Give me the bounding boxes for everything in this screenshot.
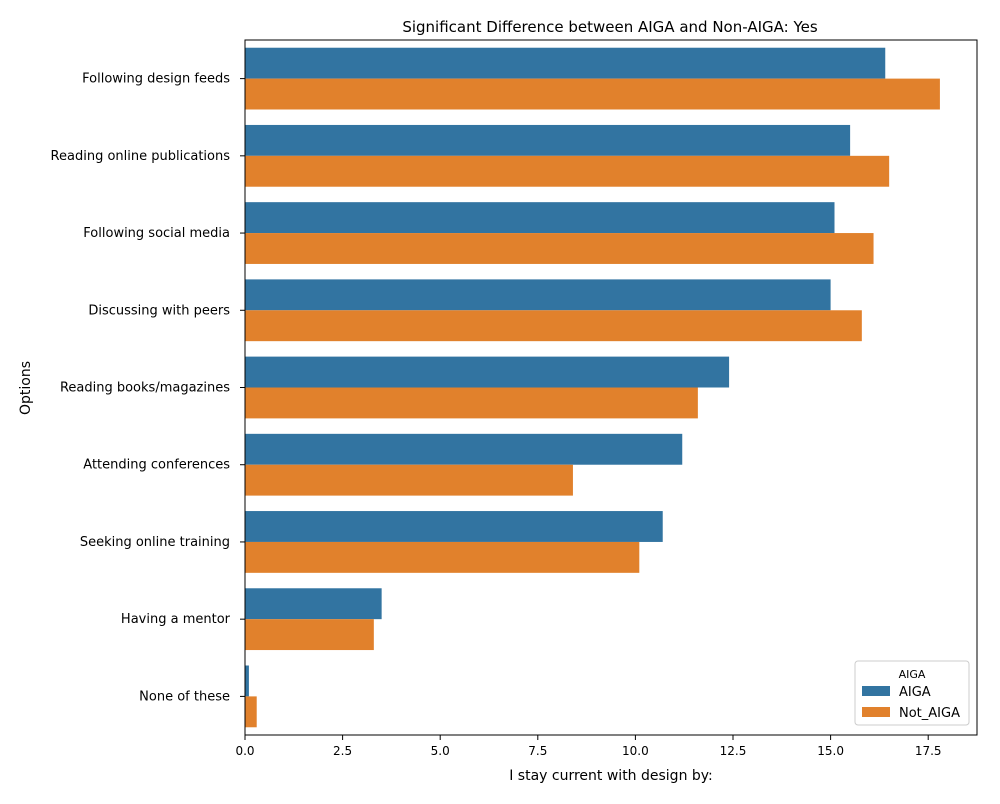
bar-aiga (245, 124, 851, 156)
legend-label: Not_AIGA (899, 706, 960, 721)
bar-aiga (245, 279, 831, 311)
chart-title: Significant Difference between AIGA and … (402, 18, 817, 36)
y-axis-ticks: Following design feeds Reading online pub… (51, 72, 245, 704)
bar-not-aiga (245, 233, 874, 264)
legend: AIGA AIGA Not_AIGA (854, 660, 970, 726)
y-tick-label: Seeking online training (80, 535, 230, 550)
y-tick-label: None of these (139, 689, 230, 704)
y-tick-label: Following design feeds (82, 72, 230, 87)
bar-not-aiga (245, 310, 862, 342)
bar-aiga (245, 47, 886, 79)
bar-aiga (245, 356, 730, 388)
x-tick-label: 17.5 (915, 744, 942, 758)
bar-aiga (245, 202, 835, 234)
bars-layer (245, 47, 940, 728)
x-tick-label: 15.0 (817, 744, 844, 758)
x-tick-label: 12.5 (720, 744, 747, 758)
bar-aiga (245, 511, 663, 542)
x-tick-label: 7.5 (528, 744, 547, 758)
y-tick-label: Reading online publications (51, 149, 231, 164)
y-tick-label: Following social media (83, 226, 230, 241)
bar-not-aiga (245, 541, 640, 573)
bar-not-aiga (245, 464, 573, 496)
y-tick-label: Attending conferences (83, 458, 230, 473)
y-tick-label: Reading books/magazines (60, 381, 230, 396)
bar-not-aiga (245, 387, 698, 419)
bar-not-aiga (245, 155, 890, 187)
x-axis-label: I stay current with design by: (509, 768, 713, 784)
legend-swatch-aiga (862, 686, 890, 696)
x-tick-label: 2.5 (333, 744, 352, 758)
y-axis-label: Options (18, 361, 34, 415)
legend-swatch-not-aiga (862, 707, 890, 717)
bar-aiga (245, 665, 249, 697)
bar-aiga (245, 588, 382, 620)
bar-not-aiga (245, 696, 257, 728)
bar-aiga (245, 433, 683, 465)
bar-not-aiga (245, 78, 940, 110)
x-tick-label: 10.0 (622, 744, 649, 758)
y-tick-label: Discussing with peers (88, 303, 230, 318)
plot-frame (244, 39, 978, 736)
legend-entries: AIGA Not_AIGA (862, 685, 960, 721)
legend-label: AIGA (899, 685, 931, 700)
bar-not-aiga (245, 619, 374, 651)
y-tick-label: Having a mentor (121, 612, 231, 627)
x-axis-ticks: 0.0 2.5 5.0 7.5 10.0 12.5 15.0 17.5 (235, 735, 942, 758)
x-tick-label: 0.0 (235, 744, 254, 758)
x-tick-label: 5.0 (431, 744, 450, 758)
legend-title: AIGA (899, 668, 926, 681)
